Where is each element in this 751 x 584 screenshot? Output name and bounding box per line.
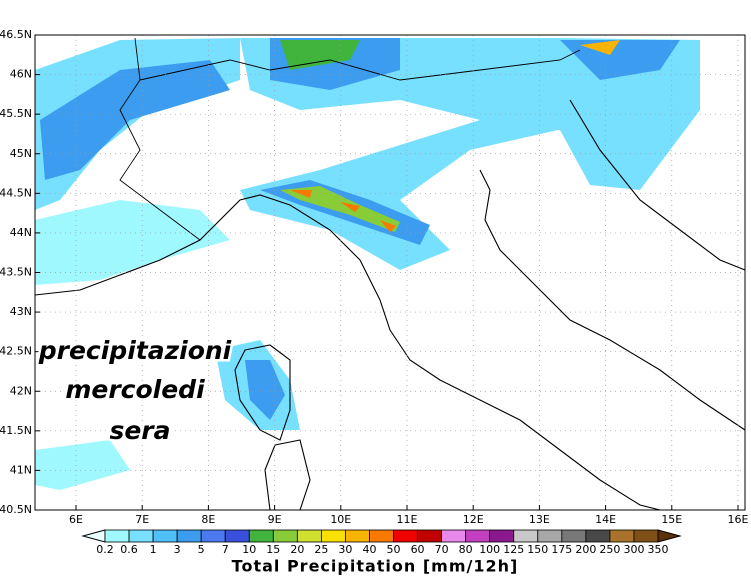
lat-label: 41N: [10, 463, 32, 476]
colorbar-label: 125: [503, 543, 524, 556]
colorbar-box: [176, 529, 202, 543]
island-coast: [234, 344, 291, 441]
overlay-line: mercoledi: [65, 375, 205, 404]
colorbar-label: 200: [575, 543, 596, 556]
colorbar-box: [561, 529, 587, 543]
lat-label: 43N: [10, 305, 32, 318]
colorbar-label: 80: [459, 543, 473, 556]
lat-label: 42N: [10, 384, 32, 397]
colorbar-box: [537, 529, 563, 543]
precip-area: [40, 60, 230, 180]
overlay-line: precipitazioni: [38, 336, 232, 365]
colorbar-label: 15: [266, 543, 280, 556]
precip-area: [245, 360, 285, 420]
colorbar-label: 0.6: [120, 543, 138, 556]
precip-area: [35, 440, 130, 490]
colorbar-label: 20: [290, 543, 304, 556]
precip-area: [560, 40, 680, 80]
lat-label: 40.5N: [0, 503, 32, 516]
overlay-text: precipitazioni mercoledi sera: [35, 334, 234, 448]
colorbar-box: [633, 529, 659, 543]
coastline: [479, 169, 746, 431]
overlay-line: sera: [109, 416, 170, 445]
lon-label: 16E: [728, 513, 749, 526]
lon-label: 7E: [135, 513, 149, 526]
colorbar-label: 25: [314, 543, 328, 556]
colorbar-label: 250: [599, 543, 620, 556]
coastlines: [34, 99, 746, 511]
lon-label: 10E: [330, 513, 351, 526]
lat-label: 45.5N: [0, 107, 32, 120]
lon-label: 14E: [595, 513, 616, 526]
colorbar-label: 1: [150, 543, 157, 556]
colorbar-box: [393, 529, 418, 543]
lon-label: 6E: [69, 513, 83, 526]
colorbar-box: [320, 529, 346, 543]
lon-label: 15E: [661, 513, 682, 526]
colorbar-box: [465, 529, 491, 543]
colorbar-box: [152, 529, 178, 543]
colorbar-label: 50: [387, 543, 401, 556]
graticule: [35, 35, 745, 510]
coastline: [34, 194, 661, 511]
lon-label: 8E: [201, 513, 215, 526]
colorbar-end: [657, 529, 682, 543]
colorbar-box: [585, 529, 611, 543]
borders: [119, 37, 581, 241]
lat-label: 44N: [10, 226, 32, 239]
lat-label: 46.5N: [0, 28, 32, 41]
colorbar-label: 60: [411, 543, 425, 556]
colorbar-box: [272, 529, 298, 543]
colorbar-label: 100: [479, 543, 500, 556]
colorbar-box: [248, 529, 274, 543]
colorbar-box: [489, 529, 515, 543]
lat-label: 46N: [10, 68, 32, 81]
colorbar-box: [609, 529, 635, 543]
colorbar-box: [296, 529, 322, 543]
lat-label: 45N: [10, 147, 32, 160]
precip-area: [290, 190, 396, 232]
colorbar-box: [417, 529, 443, 543]
colorbar-box: [441, 529, 467, 543]
precip-area: [35, 200, 230, 285]
colorbar-label: 70: [435, 543, 449, 556]
colorbar-box: [224, 529, 250, 543]
precip-area: [280, 40, 360, 70]
lon-label: 12E: [463, 513, 484, 526]
axis-labels: 46.5N 46N 45.5N 45N 44.5N 44N 43.5N 43N 42.5N 42N…: [0, 28, 749, 526]
coastline: [569, 99, 746, 271]
colorbar-box: [513, 529, 539, 543]
colorbar-label: 7: [222, 543, 229, 556]
colorbar: 0.2 0.6 1 3 5 7 10 15 20 25 30 40 50 60 70 80 100 125 150 1…: [81, 529, 682, 556]
colorbar-box: [128, 529, 154, 543]
border: [139, 49, 581, 81]
lat-label: 42.5N: [0, 345, 32, 358]
colorbar-box: [200, 529, 226, 543]
colorbar-label: 30: [338, 543, 352, 556]
lat-label: 43.5N: [0, 266, 32, 279]
lon-label: 9E: [268, 513, 282, 526]
colorbar-label: 175: [551, 543, 572, 556]
lat-label: 41.5N: [0, 424, 32, 437]
colorbar-box: [345, 529, 370, 543]
lat-label: 44.5N: [0, 186, 32, 199]
colorbar-box: [104, 529, 130, 543]
colorbar-label: 10: [242, 543, 256, 556]
colorbar-box: [369, 529, 394, 543]
colorbar-label: 5: [198, 543, 205, 556]
colorbar-label: 0.2: [96, 543, 114, 556]
colorbar-title: Total Precipitation [mm/12h]: [232, 557, 519, 576]
colorbar-label: 350: [648, 543, 669, 556]
colorbar-label: 40: [362, 543, 376, 556]
precip-area: [580, 40, 620, 55]
colorbar-label: 3: [174, 543, 181, 556]
lon-label: 11E: [397, 513, 418, 526]
colorbar-label: 300: [623, 543, 644, 556]
colorbar-label: 150: [527, 543, 548, 556]
lon-label: 13E: [529, 513, 550, 526]
